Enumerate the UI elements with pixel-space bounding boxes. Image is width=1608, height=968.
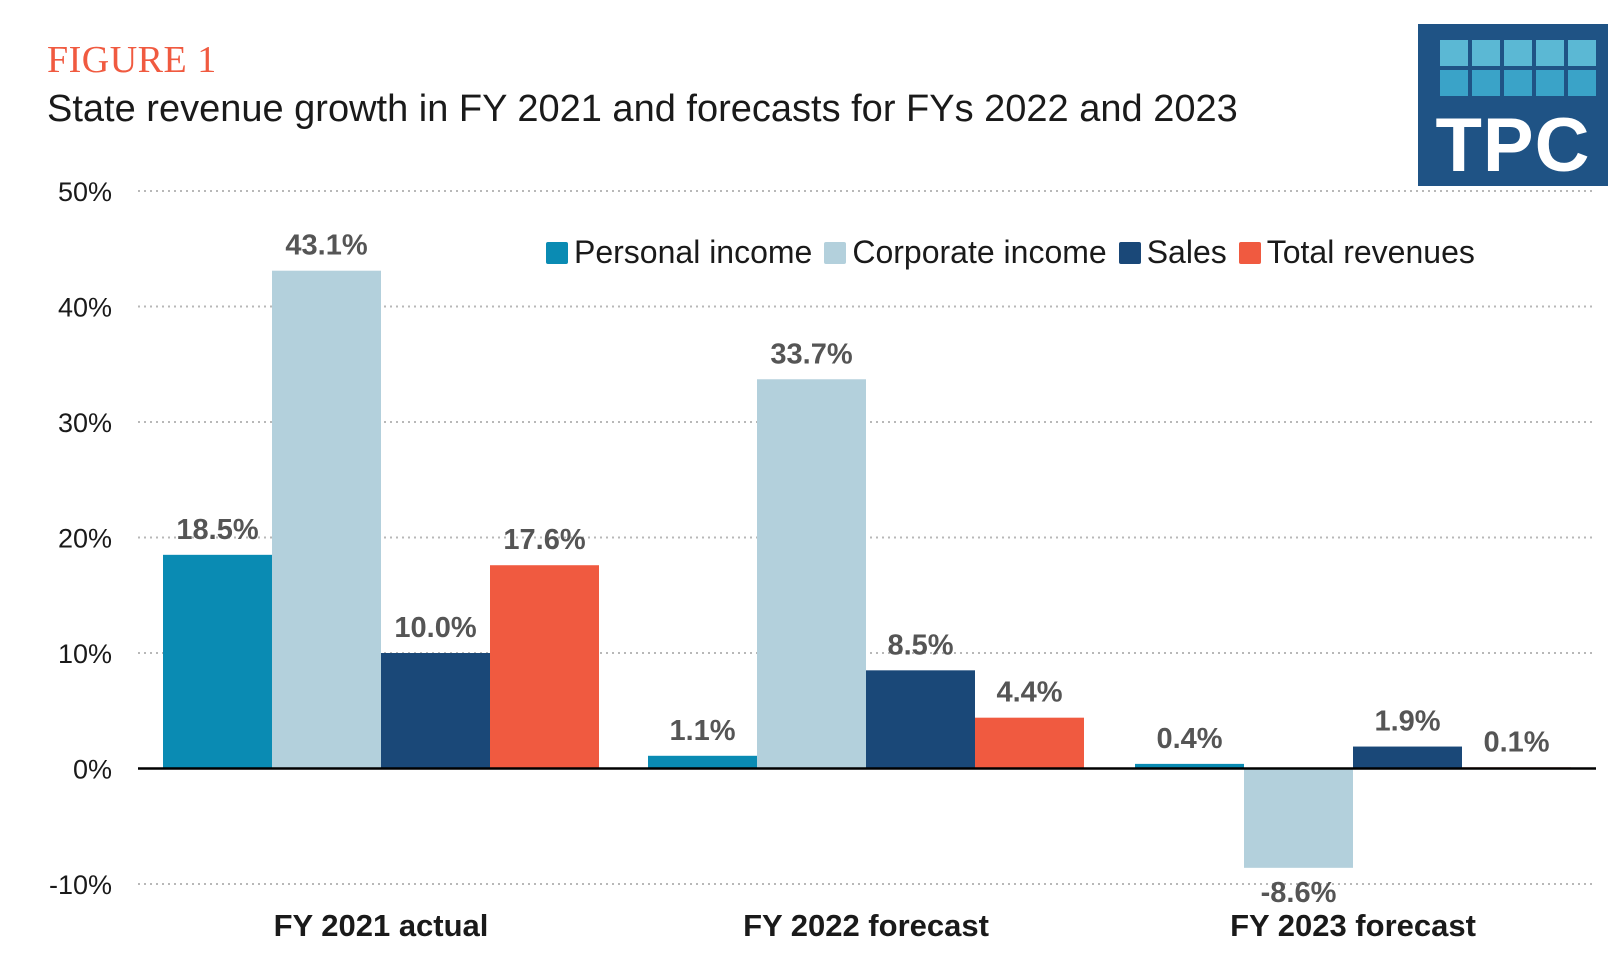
bars bbox=[163, 270, 1571, 868]
data-label: 33.7% bbox=[770, 338, 852, 370]
y-tick-label: 40% bbox=[58, 293, 112, 323]
data-label: 17.6% bbox=[503, 524, 585, 556]
data-label: 43.1% bbox=[285, 230, 367, 262]
category-label: FY 2021 actual bbox=[274, 908, 489, 943]
y-tick-label: 50% bbox=[58, 177, 112, 207]
legend: Personal income Corporate income Sales Tota… bbox=[546, 234, 1487, 271]
logo-square bbox=[1440, 40, 1468, 66]
bar bbox=[1353, 746, 1462, 769]
data-label: 10.0% bbox=[394, 612, 476, 644]
bar bbox=[1135, 763, 1244, 769]
data-label: 4.4% bbox=[996, 677, 1062, 709]
bar bbox=[866, 670, 975, 769]
bar bbox=[490, 565, 599, 769]
data-label: 1.9% bbox=[1374, 706, 1440, 738]
legend-swatch bbox=[546, 241, 568, 264]
y-tick-label: 20% bbox=[58, 524, 112, 554]
category-labels: FY 2021 actual FY 2022 forecast FY 2023 fo… bbox=[274, 908, 1476, 943]
logo-square bbox=[1504, 70, 1532, 96]
figure-label: FIGURE 1 bbox=[47, 39, 217, 81]
legend-label: Personal income bbox=[574, 234, 813, 270]
logo-square bbox=[1536, 70, 1564, 96]
logo-square bbox=[1504, 40, 1532, 66]
y-axis-ticks: 50% 40% 30% 20% 10% 0% -10% bbox=[49, 177, 112, 900]
data-label: 0.4% bbox=[1156, 723, 1222, 755]
category-label: FY 2022 forecast bbox=[743, 908, 989, 943]
data-label: 18.5% bbox=[176, 514, 258, 546]
logo-text: TPC bbox=[1435, 103, 1591, 188]
data-label: -8.6% bbox=[1261, 877, 1337, 909]
bar bbox=[1244, 768, 1353, 868]
bar bbox=[163, 554, 272, 769]
logo-square bbox=[1568, 40, 1596, 66]
bar bbox=[757, 379, 866, 769]
legend-swatch bbox=[824, 241, 847, 264]
bar bbox=[272, 270, 381, 769]
legend-item: Corporate income bbox=[824, 234, 1107, 271]
legend-label: Sales bbox=[1146, 234, 1227, 270]
y-tick-label: -10% bbox=[49, 870, 112, 900]
logo-square bbox=[1440, 70, 1468, 96]
legend-item: Total revenues bbox=[1238, 234, 1475, 271]
y-tick-label: 0% bbox=[73, 755, 112, 785]
bar bbox=[381, 653, 490, 769]
tpc-logo-icon: TPC bbox=[1418, 24, 1608, 186]
bar bbox=[975, 717, 1084, 769]
logo-square bbox=[1472, 70, 1500, 96]
logo-square bbox=[1568, 70, 1596, 96]
y-tick-label: 30% bbox=[58, 408, 112, 438]
legend-swatch bbox=[1118, 241, 1141, 264]
chart-title: State revenue growth in FY 2021 and fore… bbox=[47, 88, 1238, 130]
category-label: FY 2023 forecast bbox=[1230, 908, 1476, 943]
legend-label: Total revenues bbox=[1266, 234, 1475, 270]
bar bbox=[648, 755, 757, 769]
logo-square bbox=[1472, 40, 1500, 66]
data-label: 0.1% bbox=[1483, 726, 1549, 758]
legend-swatch bbox=[1238, 241, 1261, 264]
legend-item: Personal income bbox=[546, 234, 812, 271]
data-labels: 18.5% 43.1% 10.0% 17.6% 1.1% 33.7% 8.5% 4.4% 0.4… bbox=[176, 230, 1549, 909]
data-label: 8.5% bbox=[887, 629, 953, 661]
y-tick-label: 10% bbox=[58, 639, 112, 669]
legend-label: Corporate income bbox=[852, 234, 1107, 270]
logo-square bbox=[1536, 40, 1564, 66]
legend-item: Sales bbox=[1118, 234, 1227, 271]
data-label: 1.1% bbox=[669, 715, 735, 747]
